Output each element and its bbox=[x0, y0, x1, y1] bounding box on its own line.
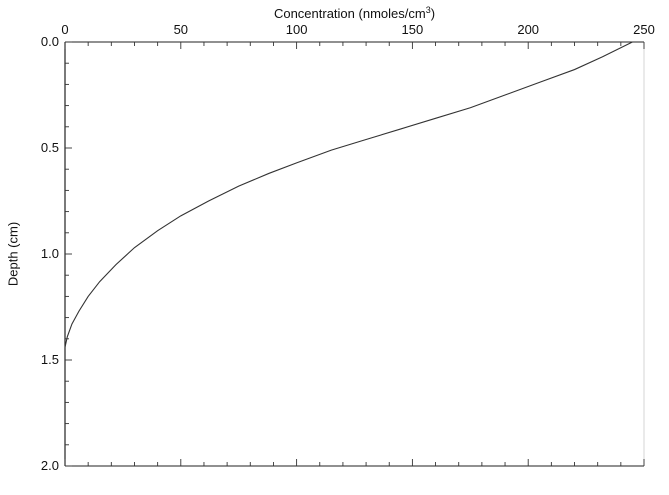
y-tick-label: 0.0 bbox=[41, 34, 59, 49]
x-tick-label: 200 bbox=[517, 22, 539, 37]
x-axis-title-suffix: ) bbox=[431, 6, 435, 21]
plot-frame-group bbox=[64, 41, 645, 467]
x-tick-label: 150 bbox=[402, 22, 424, 37]
x-axis-title-main: Concentration (nmoles/cm bbox=[274, 6, 426, 21]
series-group bbox=[64, 41, 633, 348]
y-axis-title: Depth (cm) bbox=[5, 222, 20, 286]
x-axis-title: Concentration (nmoles/cm3) bbox=[274, 5, 435, 21]
y-tick-label: 1.0 bbox=[41, 246, 59, 261]
series-line bbox=[64, 41, 633, 348]
y-tick-label: 0.5 bbox=[41, 140, 59, 155]
y-ticks-group: 0.0 0.5 1.0 1.5 2.0 bbox=[41, 34, 72, 473]
y-tick-label: 2.0 bbox=[41, 458, 59, 473]
x-tick-label: 250 bbox=[633, 22, 655, 37]
x-tick-label: 50 bbox=[174, 22, 188, 37]
x-axis-title-superscript: 3 bbox=[426, 5, 431, 15]
y-tick-label: 1.5 bbox=[41, 352, 59, 367]
x-tick-label: 100 bbox=[286, 22, 308, 37]
x-ticks-group: 0 50 100 150 200 250 bbox=[61, 22, 655, 466]
x-tick-label: 0 bbox=[61, 22, 68, 37]
